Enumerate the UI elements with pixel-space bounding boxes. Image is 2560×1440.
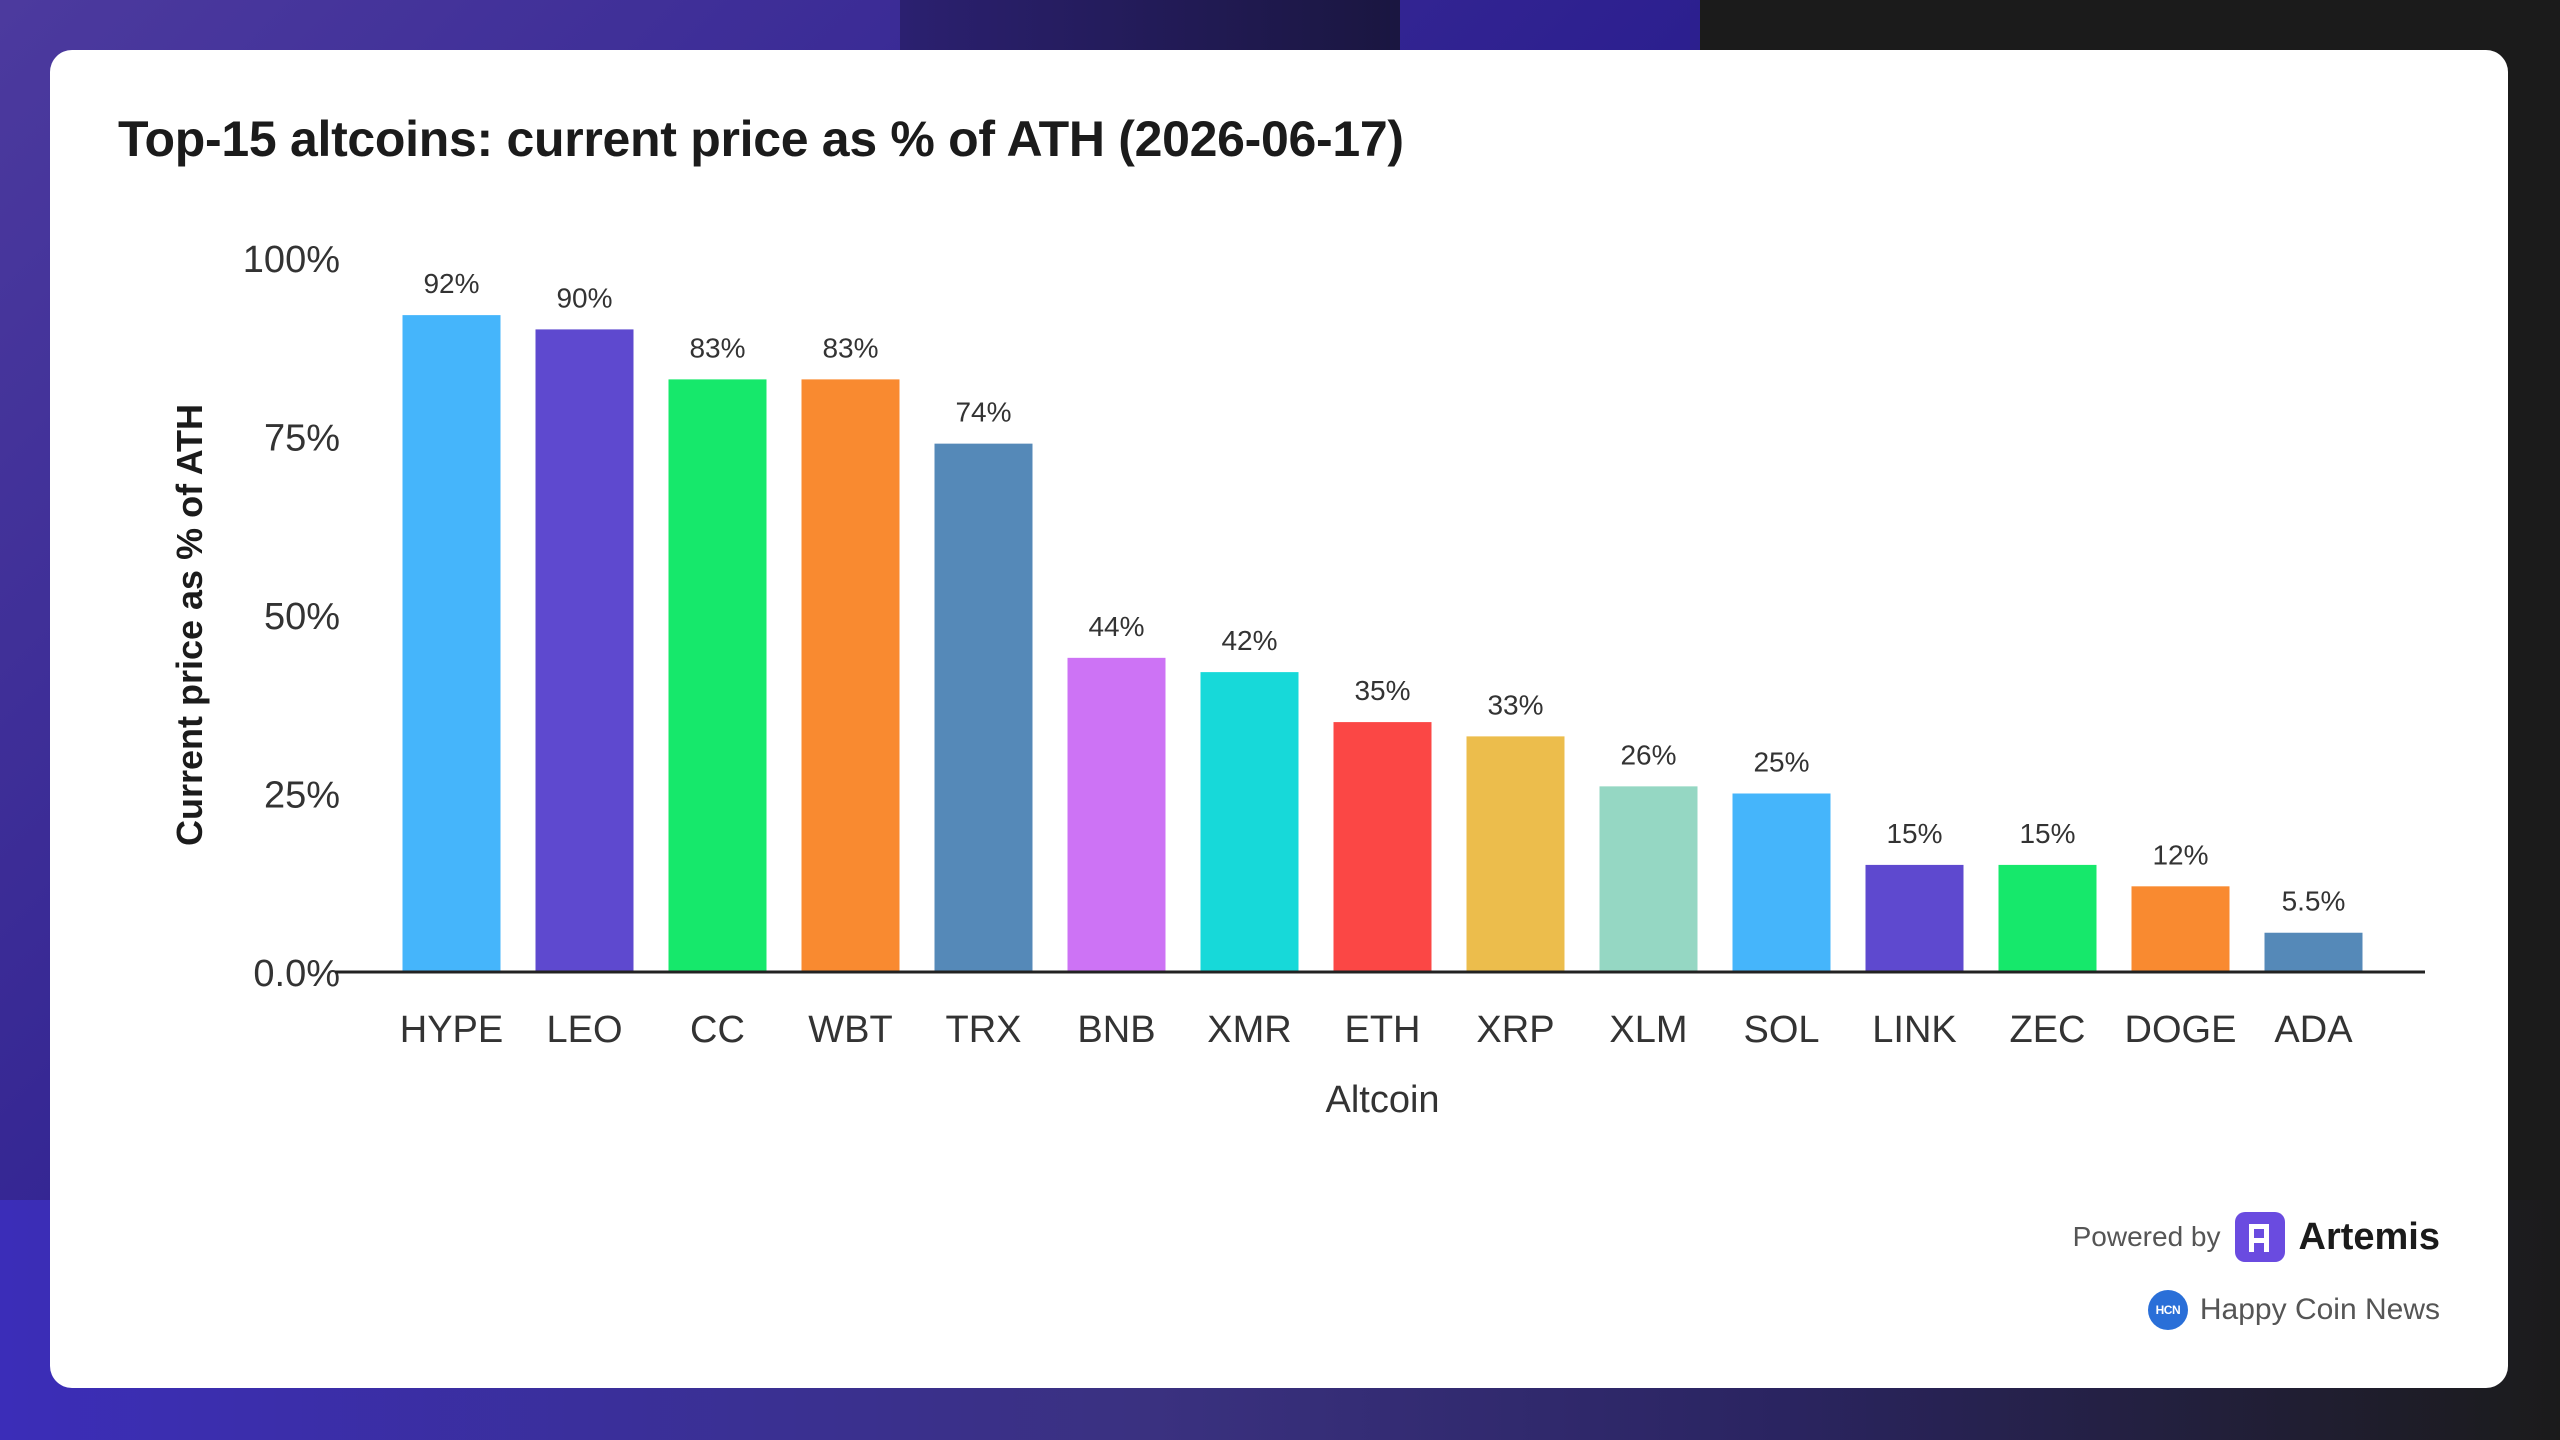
happy-coin-news[interactable]: HCN Happy Coin News bbox=[2147, 1288, 2440, 1332]
data-label: 90% bbox=[556, 282, 612, 313]
happy-coin-news-name: Happy Coin News bbox=[2199, 1293, 2440, 1326]
x-tick-label: LEO bbox=[546, 1009, 622, 1051]
x-axis-title: Altcoin bbox=[1325, 1079, 1439, 1121]
y-tick-label: 50% bbox=[264, 596, 340, 638]
data-label: 74% bbox=[955, 397, 1011, 428]
bar-trx bbox=[934, 443, 1033, 972]
x-tick-label: WBT bbox=[808, 1009, 892, 1051]
data-label: 5.5% bbox=[2282, 886, 2346, 917]
chart-title: Top-15 altcoins: current price as % of A… bbox=[118, 111, 1404, 167]
x-tick-label: ZEC bbox=[2010, 1009, 2086, 1051]
bar-doge bbox=[2131, 886, 2230, 972]
data-label: 44% bbox=[1088, 611, 1144, 642]
x-tick-label: TRX bbox=[946, 1009, 1022, 1051]
x-tick-label: HYPE bbox=[400, 1009, 503, 1051]
x-tick-label: ADA bbox=[2274, 1009, 2353, 1051]
bar-leo bbox=[535, 329, 634, 972]
happy-coin-news-logo-icon: HCN bbox=[2147, 1290, 2188, 1330]
data-label: 35% bbox=[1354, 675, 1410, 706]
data-label: 12% bbox=[2152, 839, 2208, 870]
bar-eth bbox=[1333, 722, 1432, 972]
data-label: 33% bbox=[1487, 689, 1543, 720]
data-label: 15% bbox=[1886, 818, 1942, 849]
x-tick-label: XLM bbox=[1609, 1009, 1687, 1051]
bar-xlm bbox=[1599, 786, 1698, 972]
artemis-logo-icon bbox=[2234, 1212, 2285, 1262]
y-tick-label: 25% bbox=[264, 775, 340, 817]
y-tick-label: 75% bbox=[264, 418, 340, 460]
bar-zec bbox=[1998, 864, 2097, 972]
data-label: 26% bbox=[1620, 739, 1676, 770]
bar-xmr bbox=[1200, 672, 1299, 972]
x-tick-label: ETH bbox=[1345, 1009, 1421, 1051]
x-axis: HYPE LEO CC WBT TRX BNB XMR ETH XRP XLM SOL LINK ZEC… bbox=[335, 970, 2425, 1121]
bar-hype bbox=[402, 315, 501, 972]
data-label: 83% bbox=[822, 332, 878, 363]
bar-bnb bbox=[1067, 657, 1166, 972]
data-label: 42% bbox=[1221, 625, 1277, 656]
x-tick-label: LINK bbox=[1872, 1009, 1956, 1051]
bar-sol bbox=[1732, 793, 1831, 972]
x-tick-label: XRP bbox=[1476, 1009, 1554, 1051]
bars: 92% 90% 83% 83% 74% 44% 42% 35% 33% 26% 25% 15% 15% 1… bbox=[402, 268, 2363, 972]
bar-ada bbox=[2264, 932, 2363, 972]
x-tick-label: SOL bbox=[1743, 1009, 1819, 1051]
artemis-name: Artemis bbox=[2298, 1215, 2441, 1258]
data-label: 25% bbox=[1753, 747, 1809, 778]
y-axis-title: Current price as % of ATH bbox=[169, 404, 210, 846]
bar-wbt bbox=[801, 379, 900, 972]
powered-by-artemis[interactable]: Powered by Artemis bbox=[2073, 1210, 2440, 1264]
y-tick-label: 100% bbox=[243, 239, 340, 281]
y-axis: 0.0% 25% 50% 75% 100% Current price as % of A… bbox=[169, 239, 340, 995]
x-tick-label: BNB bbox=[1077, 1009, 1155, 1051]
bar-link bbox=[1865, 864, 1964, 972]
y-tick-label: 0.0% bbox=[253, 953, 340, 995]
x-tick-label: CC bbox=[690, 1009, 745, 1051]
bar-xrp bbox=[1466, 736, 1565, 972]
powered-by-label: Powered by bbox=[2072, 1221, 2221, 1252]
bar-cc bbox=[668, 379, 767, 972]
x-tick-label: XMR bbox=[1207, 1009, 1291, 1051]
chart-card: Top-15 altcoins: current price as % of A… bbox=[50, 50, 2508, 1388]
bar-chart: 0.0% 25% 50% 75% 100% Current price as % of A… bbox=[169, 239, 2425, 1121]
data-label: 92% bbox=[423, 268, 479, 299]
data-label: 15% bbox=[2019, 818, 2075, 849]
x-tick-label: DOGE bbox=[2125, 1009, 2237, 1051]
data-label: 83% bbox=[689, 332, 745, 363]
